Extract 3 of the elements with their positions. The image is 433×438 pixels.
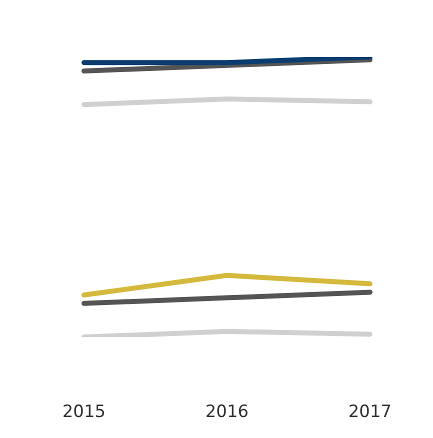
x-tick-label: 2015	[62, 402, 106, 422]
x-tick-label: 2017	[348, 402, 392, 422]
x-tick-label: 2016	[205, 402, 249, 422]
